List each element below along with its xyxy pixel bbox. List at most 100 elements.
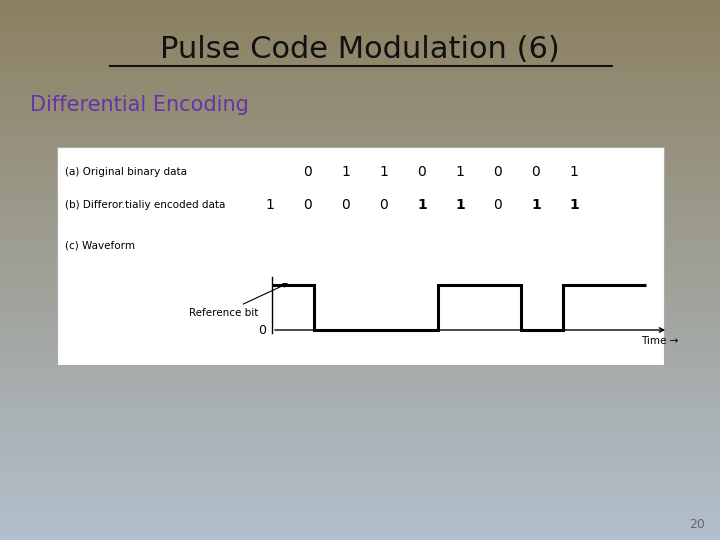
Bar [0, 498, 720, 504]
Text: Differential Encoding: Differential Encoding [30, 95, 249, 115]
Bar [0, 444, 720, 450]
Text: 1: 1 [266, 198, 274, 212]
Bar [0, 462, 720, 468]
Bar [0, 494, 720, 500]
Bar [0, 103, 720, 108]
Text: Time →: Time → [642, 336, 679, 346]
Bar [0, 242, 720, 247]
Bar [0, 17, 720, 23]
Bar [0, 363, 720, 369]
Bar [0, 26, 720, 31]
Text: 0: 0 [494, 165, 503, 179]
Bar [0, 71, 720, 77]
Bar [0, 359, 720, 364]
Bar [0, 449, 720, 455]
Bar [0, 265, 720, 270]
Bar [0, 319, 720, 324]
Bar [0, 39, 720, 45]
Bar [0, 481, 720, 486]
Bar [0, 503, 720, 509]
Bar [0, 206, 720, 212]
Bar [0, 84, 720, 90]
Bar [0, 422, 720, 428]
Bar [0, 278, 720, 284]
Text: (c) Waveform: (c) Waveform [65, 240, 135, 250]
Bar [0, 188, 720, 193]
Bar [0, 174, 720, 180]
Bar [0, 8, 720, 14]
Bar [0, 143, 720, 148]
Bar [0, 152, 720, 158]
Bar [0, 251, 720, 256]
Bar [0, 170, 720, 176]
Bar [0, 427, 720, 432]
Bar [0, 44, 720, 50]
Bar [0, 346, 720, 351]
Bar [0, 404, 720, 409]
Bar [0, 458, 720, 463]
Bar [0, 201, 720, 207]
Bar [0, 377, 720, 382]
Bar [0, 30, 720, 36]
Text: 1: 1 [341, 165, 351, 179]
Bar [0, 300, 720, 306]
Bar [0, 373, 720, 378]
Bar [0, 314, 720, 320]
Text: 1: 1 [570, 165, 578, 179]
Text: 1: 1 [569, 198, 579, 212]
Bar [0, 246, 720, 252]
Bar [0, 521, 720, 526]
Text: 0: 0 [379, 198, 388, 212]
Bar [0, 233, 720, 239]
Text: 0: 0 [258, 323, 266, 336]
Bar [0, 215, 720, 220]
Bar [0, 323, 720, 328]
Bar [0, 471, 720, 477]
Text: Reference bit: Reference bit [189, 284, 287, 318]
Bar [0, 107, 720, 112]
Bar [0, 134, 720, 139]
Text: (b) Differor.tialiy encoded data: (b) Differor.tialiy encoded data [65, 200, 225, 210]
Text: 1: 1 [455, 198, 465, 212]
Bar [0, 408, 720, 414]
Bar [57, 147, 664, 365]
Bar [0, 368, 720, 374]
Bar [0, 467, 720, 472]
Bar [0, 485, 720, 490]
Bar [0, 197, 720, 202]
Bar [0, 66, 720, 72]
Bar [0, 35, 720, 40]
Bar [0, 395, 720, 401]
Bar [0, 53, 720, 58]
Bar [0, 3, 720, 9]
Bar [0, 138, 720, 144]
Text: 0: 0 [494, 198, 503, 212]
Text: 0: 0 [341, 198, 351, 212]
Bar [0, 211, 720, 216]
Bar [0, 76, 720, 81]
Bar [0, 336, 720, 342]
Bar [0, 525, 720, 531]
Text: 0: 0 [418, 165, 426, 179]
Bar [0, 381, 720, 387]
Bar [0, 184, 720, 189]
Bar [0, 508, 720, 513]
Bar [0, 287, 720, 293]
Text: 1: 1 [417, 198, 427, 212]
Bar [0, 386, 720, 391]
Bar [0, 390, 720, 396]
Bar [0, 192, 720, 198]
Bar [0, 530, 720, 536]
Text: 0: 0 [304, 165, 312, 179]
Bar [0, 111, 720, 117]
Text: 0: 0 [531, 165, 541, 179]
Text: 1: 1 [456, 165, 464, 179]
Bar [0, 98, 720, 104]
Bar [0, 489, 720, 495]
Bar [0, 400, 720, 405]
Bar [0, 413, 720, 418]
Text: 20: 20 [689, 518, 705, 531]
Bar [0, 12, 720, 18]
Bar [0, 273, 720, 279]
Bar [0, 516, 720, 522]
